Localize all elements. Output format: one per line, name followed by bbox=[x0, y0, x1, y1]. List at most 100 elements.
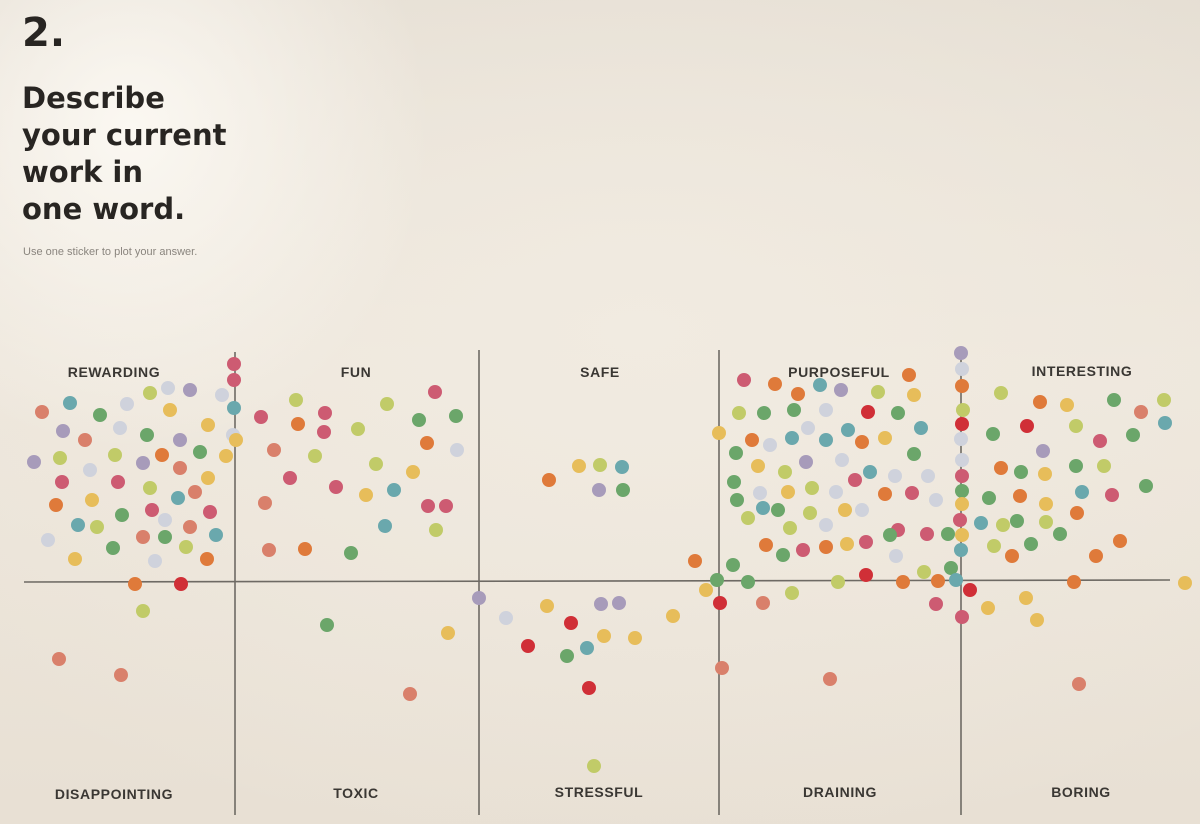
sticker-dot bbox=[1157, 393, 1171, 407]
sticker-dot bbox=[140, 428, 154, 442]
sticker-dot bbox=[53, 451, 67, 465]
sticker-dot bbox=[1139, 479, 1153, 493]
sticker-dot bbox=[787, 403, 801, 417]
sticker-dot bbox=[819, 518, 833, 532]
sticker-dot bbox=[429, 523, 443, 537]
sticker-dot bbox=[441, 626, 455, 640]
sticker-dot bbox=[994, 461, 1008, 475]
sticker-dot bbox=[907, 447, 921, 461]
sticker-dot bbox=[954, 346, 968, 360]
sticker-dot bbox=[796, 543, 810, 557]
sticker-dot bbox=[1069, 459, 1083, 473]
sticker-dot bbox=[616, 483, 630, 497]
label-bottom: STRESSFUL bbox=[555, 784, 644, 800]
sticker-dot bbox=[981, 601, 995, 615]
sticker-dot bbox=[763, 438, 777, 452]
sticker-dot bbox=[954, 432, 968, 446]
sticker-dot bbox=[1105, 488, 1119, 502]
sticker-dot bbox=[949, 573, 963, 587]
sticker-dot bbox=[174, 577, 188, 591]
sticker-dot bbox=[987, 539, 1001, 553]
sticker-dot bbox=[1126, 428, 1140, 442]
sticker-dot bbox=[171, 491, 185, 505]
sticker-dot bbox=[855, 503, 869, 517]
sticker-dot bbox=[412, 413, 426, 427]
sticker-dot bbox=[878, 487, 892, 501]
sticker-dot bbox=[93, 408, 107, 422]
stickers-group bbox=[27, 346, 1192, 773]
sticker-dot bbox=[200, 552, 214, 566]
sticker-dot bbox=[1010, 514, 1024, 528]
sticker-dot bbox=[803, 506, 817, 520]
sticker-dot bbox=[450, 443, 464, 457]
sticker-dot bbox=[56, 424, 70, 438]
sticker-dot bbox=[838, 503, 852, 517]
sticker-dot bbox=[201, 471, 215, 485]
sticker-dot bbox=[597, 629, 611, 643]
sticker-dot bbox=[907, 388, 921, 402]
sticker-dot bbox=[421, 499, 435, 513]
sticker-dot bbox=[203, 505, 217, 519]
sticker-dot bbox=[730, 493, 744, 507]
sticker-dot bbox=[759, 538, 773, 552]
question-text: Describe your current work in one word. bbox=[22, 80, 227, 228]
question-number: 2. bbox=[22, 10, 66, 56]
sticker-dot bbox=[955, 362, 969, 376]
sticker-dot bbox=[768, 377, 782, 391]
label-bottom: BORING bbox=[1051, 784, 1111, 800]
sticker-dot bbox=[158, 530, 172, 544]
sticker-dot bbox=[628, 631, 642, 645]
sticker-dot bbox=[215, 388, 229, 402]
sticker-dot bbox=[994, 386, 1008, 400]
sticker-dot bbox=[840, 537, 854, 551]
sticker-dot bbox=[729, 446, 743, 460]
sticker-dot bbox=[751, 459, 765, 473]
sticker-dot bbox=[472, 591, 486, 605]
sticker-dot bbox=[289, 393, 303, 407]
sticker-dot bbox=[183, 520, 197, 534]
sticker-dot bbox=[1024, 537, 1038, 551]
sticker-dot bbox=[188, 485, 202, 499]
sticker-dot bbox=[801, 421, 815, 435]
sticker-dot bbox=[819, 403, 833, 417]
sticker-dot bbox=[929, 493, 943, 507]
sticker-dot bbox=[785, 586, 799, 600]
sticker-dot bbox=[713, 596, 727, 610]
sticker-dot bbox=[1134, 405, 1148, 419]
sticker-dot bbox=[229, 433, 243, 447]
sticker-dot bbox=[829, 485, 843, 499]
sticker-dot bbox=[831, 575, 845, 589]
sticker-dot bbox=[819, 540, 833, 554]
question-line: Describe bbox=[22, 81, 165, 115]
sticker-dot bbox=[542, 473, 556, 487]
sticker-dot bbox=[227, 401, 241, 415]
label-top: INTERESTING bbox=[1032, 363, 1133, 379]
sticker-dot bbox=[344, 546, 358, 560]
sticker-dot bbox=[914, 421, 928, 435]
sticker-dot bbox=[201, 418, 215, 432]
sticker-dot bbox=[756, 596, 770, 610]
sticker-dot bbox=[1038, 467, 1052, 481]
sticker-dot bbox=[592, 483, 606, 497]
sticker-dot bbox=[85, 493, 99, 507]
sticker-dot bbox=[944, 561, 958, 575]
sticker-dot bbox=[593, 458, 607, 472]
sticker-dot bbox=[143, 386, 157, 400]
sticker-dot bbox=[580, 641, 594, 655]
sticker-dot bbox=[1178, 576, 1192, 590]
sticker-dot bbox=[615, 460, 629, 474]
sticker-dot bbox=[1093, 434, 1107, 448]
sticker-dot bbox=[351, 422, 365, 436]
sticker-dot bbox=[136, 456, 150, 470]
sticker-dot bbox=[1070, 506, 1084, 520]
sticker-dot bbox=[143, 481, 157, 495]
sticker-dot bbox=[35, 405, 49, 419]
question-line: your current bbox=[22, 118, 227, 152]
sticker-dot bbox=[963, 583, 977, 597]
sticker-dot bbox=[155, 448, 169, 462]
sticker-dot bbox=[1014, 465, 1028, 479]
sticker-dot bbox=[227, 357, 241, 371]
sticker-dot bbox=[953, 513, 967, 527]
sticker-dot bbox=[791, 387, 805, 401]
